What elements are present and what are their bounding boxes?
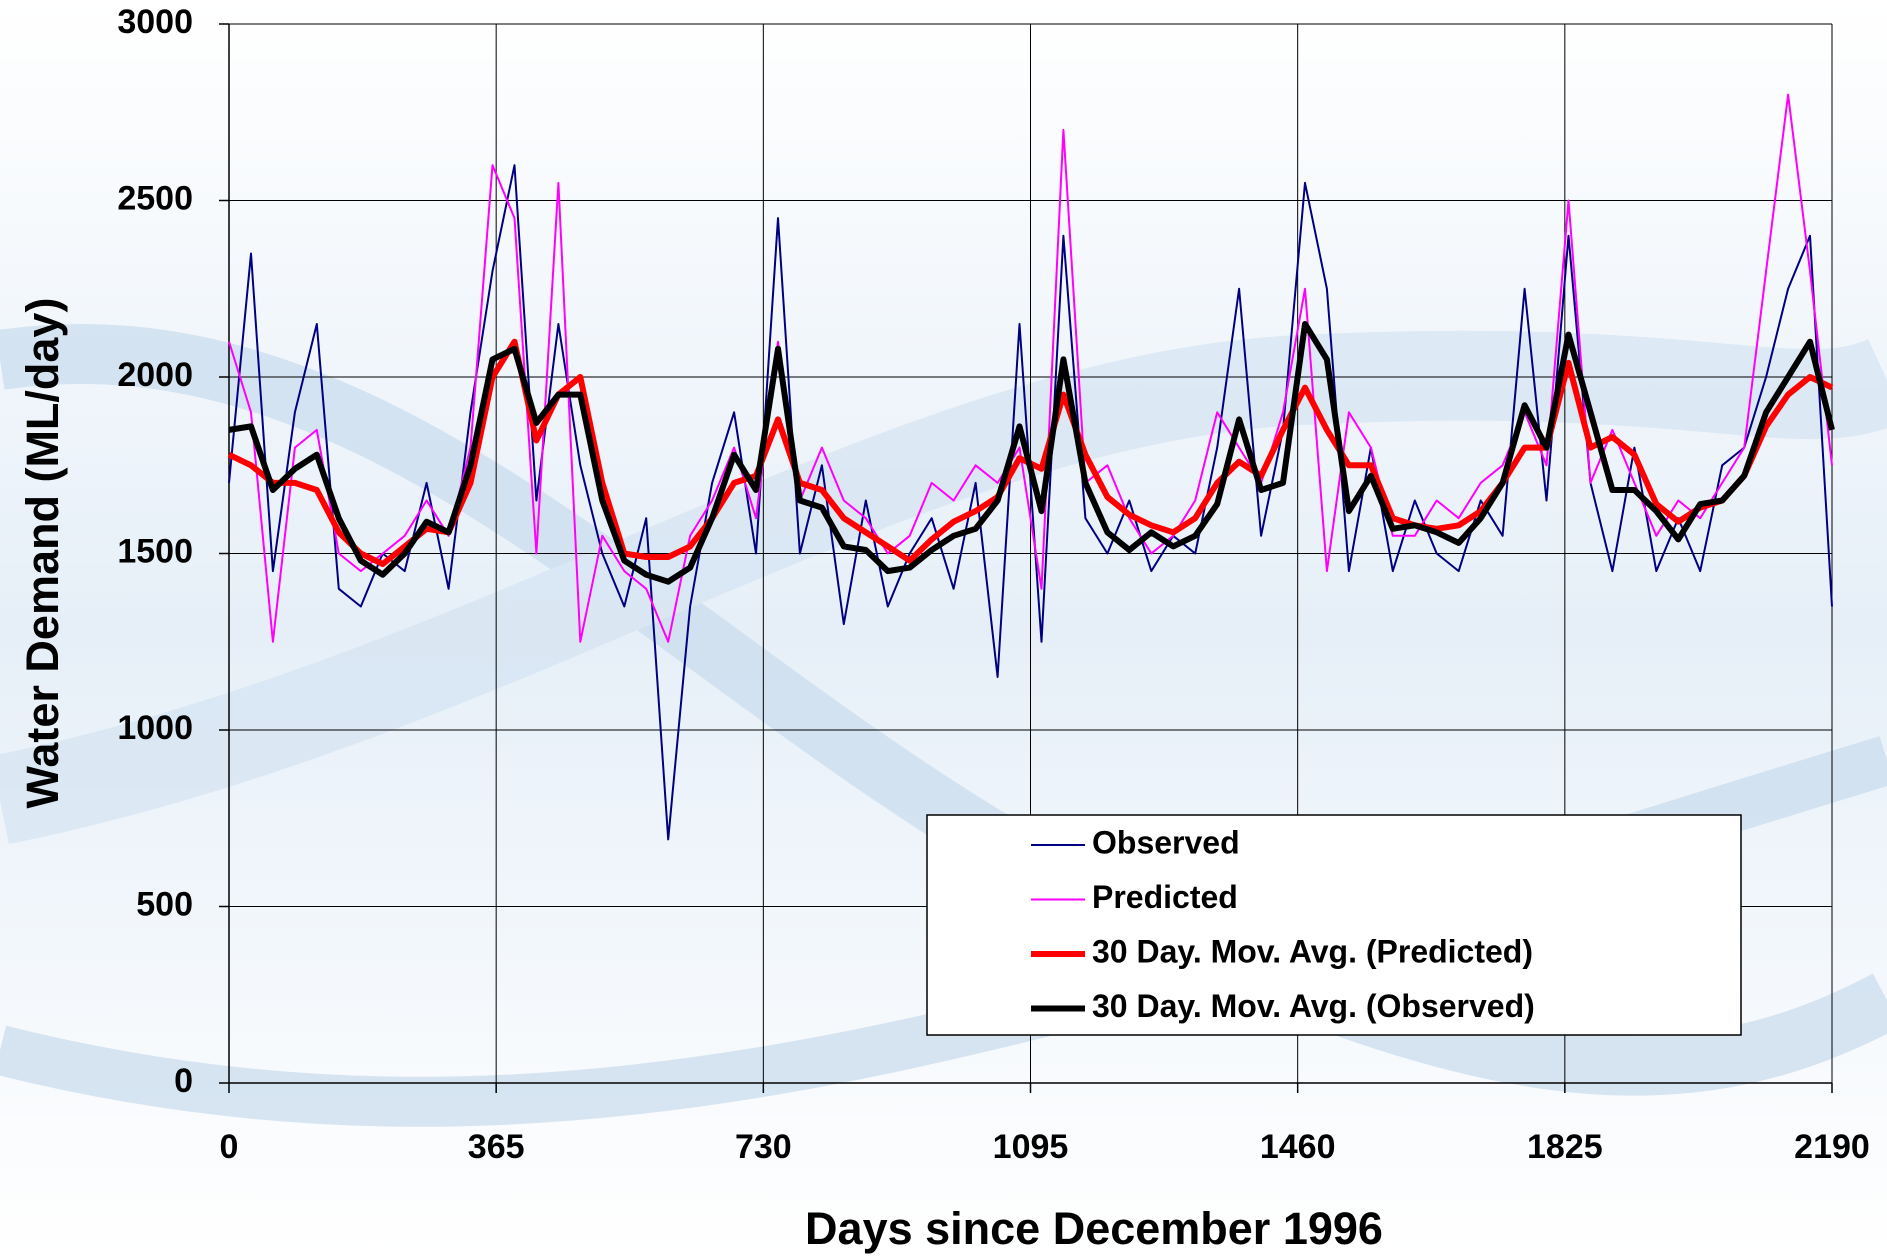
legend: Observed Predicted 30 Day. Mov. Avg. (Pred…: [926, 814, 1742, 1036]
legend-box: [926, 814, 1742, 1036]
series-line: [228, 93, 1833, 643]
x-tick-label: 1825: [1527, 1128, 1603, 1166]
y-tick-label: 1500: [117, 532, 193, 570]
x-tick-label: 0: [220, 1128, 239, 1166]
legend-label: 30 Day. Mov. Avg. (Observed): [1092, 988, 1535, 1024]
x-axis-title: Days since December 1996: [805, 1203, 1383, 1254]
legend-label: Predicted: [1092, 879, 1238, 915]
x-tick-label: 2190: [1794, 1128, 1870, 1166]
y-tick-label: 1000: [117, 709, 193, 747]
y-axis-title: Water Demand (ML/day): [17, 298, 68, 809]
y-tick-label: 2000: [117, 356, 193, 394]
x-tick-label: 730: [735, 1128, 792, 1166]
y-tick-label: 500: [136, 885, 193, 923]
series-line: [228, 164, 1833, 841]
y-tick-label: 0: [174, 1062, 193, 1100]
legend-label: 30 Day. Mov. Avg. (Predicted): [1092, 933, 1533, 969]
y-tick-label: 3000: [117, 3, 193, 41]
x-tick-label: 1460: [1260, 1128, 1336, 1166]
x-tick-label: 365: [468, 1128, 525, 1166]
x-tick-label: 1095: [993, 1128, 1069, 1166]
y-tick-label: 2500: [117, 179, 193, 217]
series-line: [228, 321, 1835, 585]
legend-label: Observed: [1092, 824, 1240, 860]
